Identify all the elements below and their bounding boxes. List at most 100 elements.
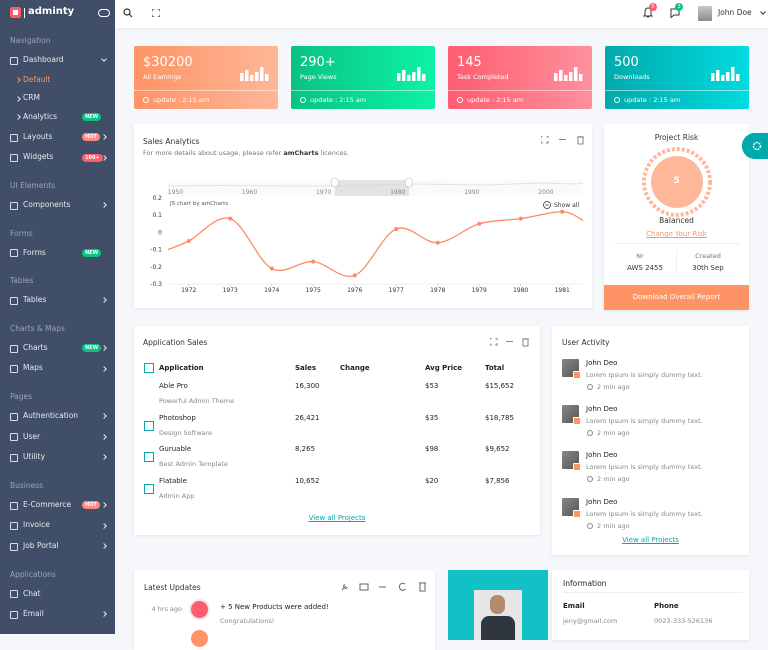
bars-icon-bar (397, 73, 401, 81)
card-actions[interactable] (490, 338, 534, 348)
menu-item[interactable]: Layouts (23, 131, 53, 141)
menu-item[interactable]: Utility (23, 452, 46, 462)
x-tick-label: 1975 (306, 287, 321, 294)
info-value: jeny@gmail.com (563, 617, 618, 625)
checkbox[interactable] (144, 452, 154, 463)
submenu-item[interactable]: Default (23, 74, 51, 84)
menu-badge: NEW (82, 344, 102, 352)
submenu-item[interactable]: Analytics (23, 112, 58, 121)
menu-item[interactable]: Maps (23, 363, 43, 373)
brand-name[interactable]: adminty (28, 6, 75, 17)
profile-card (448, 570, 548, 640)
scrollbar-grip[interactable] (330, 177, 339, 188)
card-actions[interactable] (541, 136, 585, 146)
menu-item[interactable]: Dashboard (23, 55, 64, 64)
settings-fab[interactable] (742, 133, 768, 159)
user-activity-card: User Activity John Deo Lorem Ipsum is simp… (552, 326, 749, 555)
x-tick-label: 1974 (264, 287, 279, 294)
checkbox[interactable] (144, 484, 154, 495)
card-title: Project Risk (654, 133, 699, 142)
x-tick-label: 1978 (430, 287, 445, 294)
view-all-link[interactable]: View all Projects (622, 536, 679, 544)
subtitle-text: licences. (318, 149, 349, 157)
sidebar-section-title: Tables (10, 276, 34, 286)
clock-icon (300, 97, 306, 103)
data-point[interactable] (394, 226, 399, 231)
data-point[interactable] (560, 209, 565, 214)
menu-item[interactable]: Email (23, 609, 44, 619)
menu-item[interactable]: Charts (23, 342, 48, 352)
stat-label: Task Completed (457, 73, 509, 81)
subtitle-link[interactable]: amCharts (283, 149, 319, 157)
app-avg-price: $20 (425, 477, 439, 486)
clock-icon (587, 476, 593, 483)
bars-icon-bar (260, 67, 264, 81)
activity-time: 2 min ago (597, 521, 630, 530)
delete-icon (577, 136, 584, 145)
menu-icon (10, 154, 18, 163)
menu-icon (10, 201, 18, 210)
scrollbar-selection[interactable] (334, 180, 409, 196)
stat-divider (605, 90, 749, 91)
menu-item[interactable]: Chat (23, 588, 41, 598)
scrollbar-grip[interactable] (405, 177, 413, 188)
menu-item[interactable]: User (23, 431, 41, 441)
application-sales-card: Application Sales Application Sales Change A… (134, 326, 540, 535)
data-point[interactable] (477, 221, 482, 226)
bars-icon-bar (245, 70, 249, 81)
main-content: $30200 All Earnings update : 2:15 am 290+ Pa… (134, 46, 768, 647)
risk-link[interactable]: Change Your Risk (646, 230, 707, 238)
x-tick-label: 1972 (181, 287, 196, 294)
settings-icon[interactable] (751, 140, 763, 152)
user-name[interactable]: John Doe (718, 8, 752, 17)
bars-icon-bar (731, 67, 735, 81)
card-title: User Activity (562, 338, 610, 347)
submenu-item[interactable]: CRM (23, 93, 40, 103)
download-button[interactable]: Download Overall Report (604, 285, 749, 310)
menu-toggle[interactable] (98, 9, 110, 17)
view-all-link[interactable]: View all Projects (308, 514, 366, 522)
bars-icon-bar (559, 70, 563, 81)
menu-item[interactable]: Job Portal (23, 540, 59, 550)
card-actions[interactable] (341, 582, 429, 592)
activity-avatar-badge (573, 509, 581, 518)
menu-item[interactable]: Widgets (23, 152, 54, 162)
update-subtext: Congratulations! (220, 617, 275, 625)
menu-item[interactable]: Authentication (23, 410, 79, 420)
menu-icon (10, 542, 18, 551)
risk-created-value: 30th Sep (692, 264, 724, 272)
checkbox[interactable] (144, 363, 154, 373)
data-point[interactable] (435, 240, 440, 245)
menu-icon (10, 133, 18, 142)
activity-text: Lorem Ipsum is simply dummy text. (586, 417, 703, 426)
data-point[interactable] (518, 216, 523, 221)
menu-icon (10, 365, 18, 374)
profile-body (481, 616, 515, 640)
activity-name: John Deo (586, 497, 618, 506)
menu-item[interactable]: Components (23, 199, 71, 209)
latest-updates-card: Latest Updates 4 hrs ago + 5 New Products … (134, 570, 435, 650)
data-point[interactable] (228, 216, 233, 221)
brand-divider (24, 8, 25, 18)
sales-line (167, 211, 584, 278)
data-point[interactable] (311, 259, 316, 264)
risk-disc (651, 156, 703, 208)
data-point[interactable] (186, 239, 191, 243)
project-risk-card: Project Risk 5 Balanced Change Your Risk Nr A… (604, 124, 749, 310)
data-point[interactable] (269, 266, 274, 271)
menu-item[interactable]: Forms (23, 247, 46, 257)
table-header: Application (159, 364, 204, 372)
zoom-out-icon[interactable] (543, 201, 551, 209)
show-all-button[interactable]: Show all (554, 202, 579, 209)
menu-item[interactable]: E-Commerce (23, 499, 72, 509)
data-point[interactable] (352, 273, 357, 278)
menu-item[interactable]: Tables (23, 295, 47, 305)
menu-item[interactable]: Invoice (23, 520, 50, 530)
activity-name: John Deo (586, 359, 618, 367)
message-badge: 3 (675, 3, 683, 11)
notification-badge: 5 (649, 3, 657, 11)
risk-score: 5 (673, 176, 680, 186)
checkbox[interactable] (144, 420, 154, 431)
search-icon[interactable] (123, 8, 133, 18)
